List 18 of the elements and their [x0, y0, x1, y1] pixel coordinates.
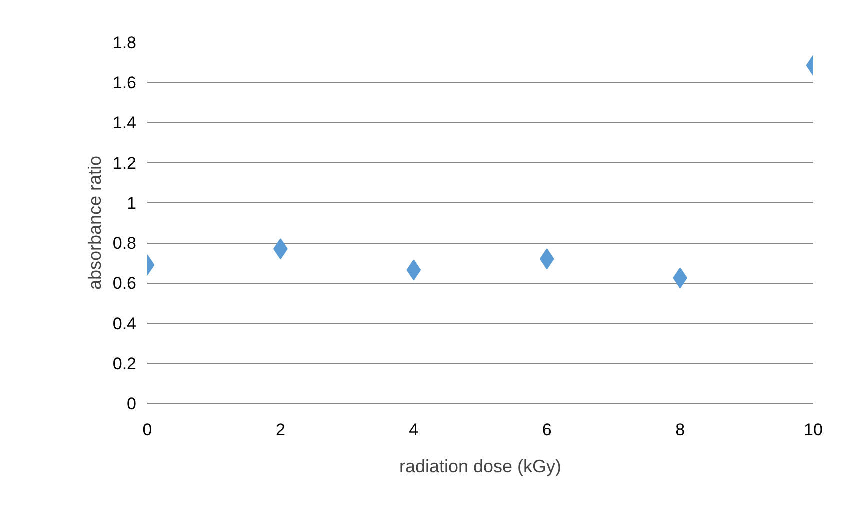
y-tick-label: 0.2 — [112, 354, 137, 374]
y-tick-label: 1.4 — [112, 114, 137, 133]
x-tick-label: 6 — [542, 420, 552, 440]
x-tick-label: 4 — [409, 420, 419, 440]
y-tick-label: 1.6 — [112, 74, 137, 93]
x-tick-label: 10 — [804, 420, 823, 440]
y-tick-label: 1 — [127, 194, 137, 213]
x-tick-label: 2 — [276, 420, 286, 440]
y-tick-label: 1.2 — [112, 154, 137, 173]
x-axis-title: radiation dose (kGy) — [399, 456, 562, 476]
y-tick-label: 0.4 — [112, 314, 137, 334]
y-tick-label: 0.6 — [112, 274, 137, 294]
y-tick-label: 0.8 — [112, 234, 137, 254]
y-axis-title: absorbance ratio — [84, 156, 105, 290]
y-tick-label: 1.8 — [112, 34, 137, 52]
x-tick-label: 0 — [142, 420, 152, 440]
y-tick-label: 0 — [127, 394, 137, 414]
x-tick-label: 8 — [676, 420, 686, 440]
